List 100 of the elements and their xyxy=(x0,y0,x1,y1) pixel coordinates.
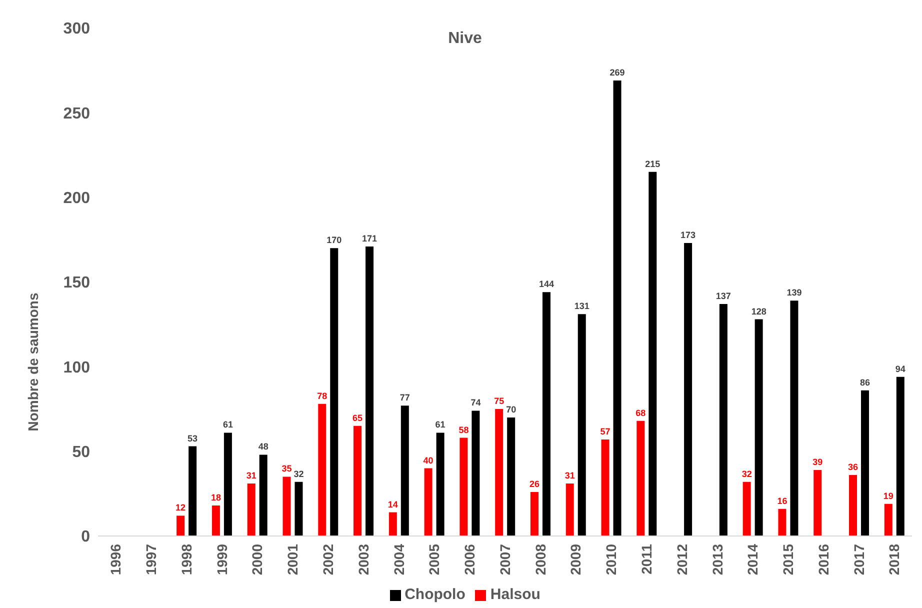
x-tick-label: 2001 xyxy=(284,544,301,576)
bar xyxy=(861,390,870,536)
data-label: 31 xyxy=(246,470,256,481)
x-tick-label: 1998 xyxy=(178,544,194,576)
data-label: 16 xyxy=(777,496,788,506)
y-tick-label: 0 xyxy=(81,528,90,546)
bar xyxy=(259,454,268,536)
bar xyxy=(684,243,692,536)
data-label: 68 xyxy=(636,408,646,418)
legend-label: Chopolo xyxy=(404,586,466,603)
data-label: 18 xyxy=(210,492,221,503)
data-label: 61 xyxy=(222,420,233,430)
bar xyxy=(601,439,610,536)
data-label: 86 xyxy=(860,377,870,388)
data-label: 14 xyxy=(388,499,398,510)
bar xyxy=(354,426,362,536)
bar xyxy=(613,80,622,536)
bar xyxy=(224,432,232,536)
bar xyxy=(400,406,409,536)
data-label: 78 xyxy=(317,390,328,401)
data-label: 131 xyxy=(574,301,590,312)
bar xyxy=(542,292,550,536)
bar xyxy=(648,172,657,536)
bar xyxy=(366,246,374,536)
data-label: 39 xyxy=(812,456,823,467)
y-tick-label: 250 xyxy=(63,105,90,122)
y-tick-label: 50 xyxy=(72,444,90,462)
bar xyxy=(790,300,798,536)
bar xyxy=(566,484,574,536)
x-tick-label: 2017 xyxy=(850,544,867,576)
x-tick-label: 2013 xyxy=(709,544,726,576)
x-tick-label: 1997 xyxy=(143,544,160,576)
y-tick-label: 150 xyxy=(63,274,90,292)
data-label: 137 xyxy=(716,291,731,302)
bar xyxy=(460,438,468,536)
data-label: 74 xyxy=(470,398,481,408)
bar xyxy=(294,482,303,536)
data-label: 70 xyxy=(506,404,516,414)
bar xyxy=(814,470,822,536)
bar xyxy=(507,417,516,536)
x-tick-label: 2016 xyxy=(815,544,832,576)
data-label: 35 xyxy=(282,464,292,474)
bar xyxy=(742,482,751,536)
data-label: 139 xyxy=(786,288,802,298)
x-tick-label: 2004 xyxy=(390,544,407,576)
bar xyxy=(388,512,397,536)
data-label: 12 xyxy=(176,502,186,513)
bar xyxy=(247,484,256,536)
x-tick-label: 2010 xyxy=(603,544,620,576)
bar xyxy=(176,516,185,536)
x-tick-label: 2009 xyxy=(568,544,584,576)
data-label: 215 xyxy=(645,158,660,169)
bar xyxy=(578,314,586,536)
bar xyxy=(896,376,904,536)
data-label: 31 xyxy=(564,470,575,481)
data-label: 173 xyxy=(680,230,696,240)
bar xyxy=(495,409,504,536)
x-tick-label: 2014 xyxy=(744,544,761,576)
x-tick-label: 1996 xyxy=(108,544,124,576)
x-tick-label: 2012 xyxy=(674,544,690,576)
data-label: 65 xyxy=(352,412,363,423)
x-tick-label: 2002 xyxy=(320,544,336,576)
bar xyxy=(282,476,291,536)
bar xyxy=(436,432,444,536)
data-label: 32 xyxy=(294,468,304,479)
x-tick-label: 2000 xyxy=(249,544,266,576)
x-tick-label: 2005 xyxy=(426,544,442,576)
y-tick-label: 200 xyxy=(63,190,90,208)
data-label: 269 xyxy=(610,67,625,78)
bar xyxy=(330,248,338,536)
legend-label: Halsou xyxy=(490,586,540,603)
data-label: 77 xyxy=(400,392,410,403)
bar xyxy=(530,492,538,536)
x-tick-label: 1999 xyxy=(214,544,230,576)
bar xyxy=(849,475,858,536)
y-axis-title: Nombre de saumons xyxy=(24,292,41,432)
data-label: 75 xyxy=(494,396,504,406)
bar xyxy=(472,410,480,536)
x-tick-label: 2006 xyxy=(462,544,478,576)
y-tick-label: 300 xyxy=(63,20,90,38)
x-tick-label: 2008 xyxy=(532,544,548,576)
data-label: 61 xyxy=(435,420,446,430)
bar xyxy=(636,420,645,536)
data-label: 128 xyxy=(751,306,766,316)
bar xyxy=(318,404,326,536)
data-label: 32 xyxy=(742,468,752,479)
data-label: 144 xyxy=(538,279,554,290)
data-label: 171 xyxy=(362,233,378,244)
data-label: 53 xyxy=(188,433,198,444)
bar xyxy=(424,468,432,536)
data-label: 19 xyxy=(883,490,894,501)
data-label: 170 xyxy=(326,235,342,246)
bar xyxy=(754,319,763,536)
x-tick-label: 2015 xyxy=(780,544,796,576)
data-label: 36 xyxy=(848,462,858,472)
data-label: 40 xyxy=(423,455,434,466)
data-label: 94 xyxy=(895,364,906,374)
x-tick-label: 2003 xyxy=(355,544,372,576)
data-label: 58 xyxy=(458,424,469,435)
data-label: 26 xyxy=(529,478,540,489)
